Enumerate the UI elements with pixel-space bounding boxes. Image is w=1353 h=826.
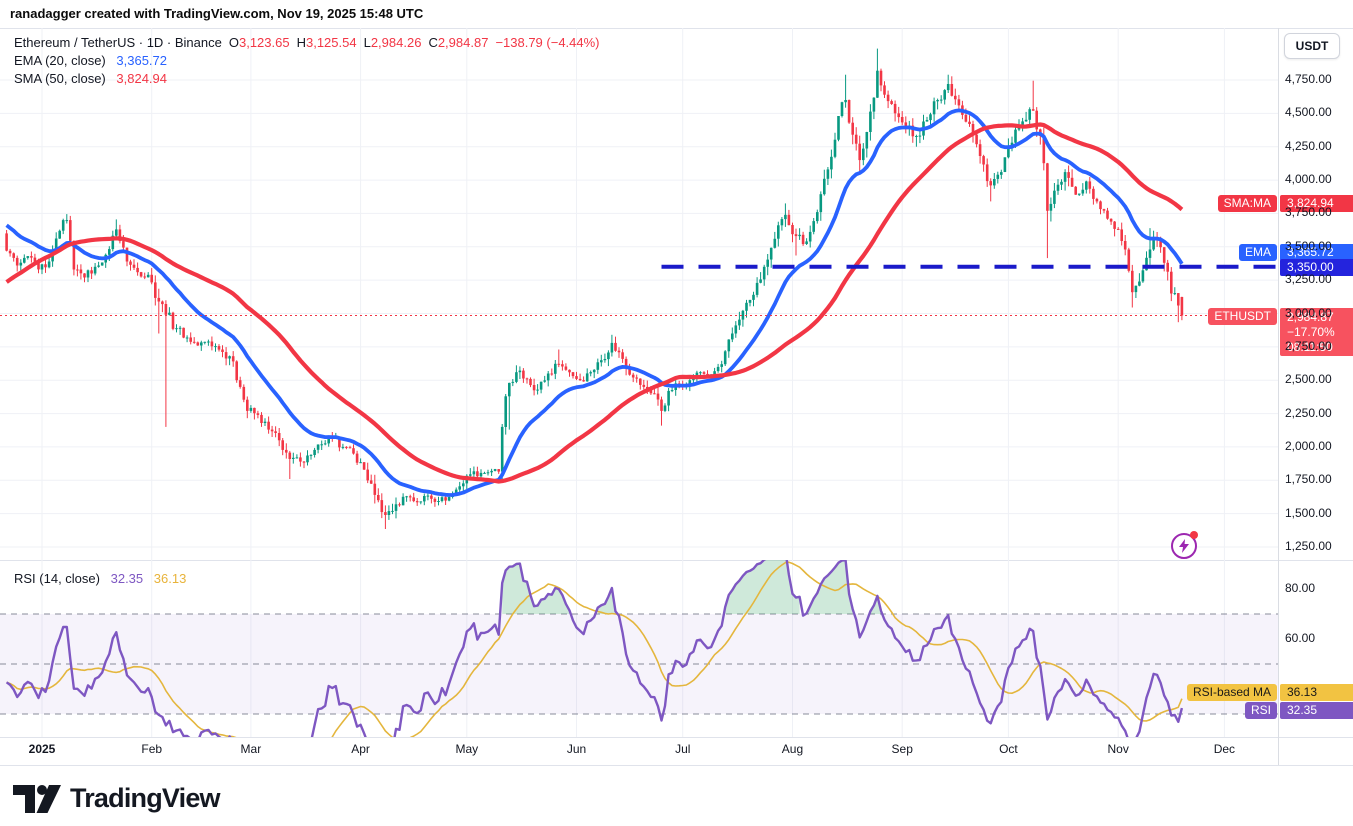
price-change-pct: −17.70% (1287, 325, 1335, 339)
sma-axis-label: SMA:MA (1217, 195, 1277, 212)
price-tick-label: 3,750.00 (1285, 205, 1332, 220)
time-axis-label: Oct (999, 742, 1018, 756)
price-tick-label: 4,000.00 (1285, 172, 1332, 187)
time-axis-label: Jun (566, 742, 587, 756)
symbol-legend-row[interactable]: Ethereum / TetherUS · 1D · Binance O3,123… (14, 34, 600, 51)
flash-events-icon[interactable] (1171, 533, 1197, 559)
ema-legend-label: EMA (20, close) (14, 53, 106, 68)
time-axis-label: Sep (891, 742, 913, 756)
last-price: 2,984.87 (1287, 310, 1334, 324)
tradingview-logo[interactable]: TradingView (13, 783, 221, 814)
price-tick-label: 1,500.00 (1285, 505, 1332, 520)
pane-divider-rsi[interactable] (0, 560, 1353, 561)
sma-legend-label: SMA (50, close) (14, 71, 106, 86)
rsi-line (5, 560, 1184, 737)
close-value: 2,984.87 (437, 35, 489, 50)
rsi-ma-axis-label: RSI-based MA (1186, 684, 1277, 701)
low-value: 2,984.26 (370, 35, 422, 50)
high-value: 3,125.54 (305, 35, 357, 50)
price-tick-label: 2,000.00 (1285, 438, 1332, 453)
time-axis-label: Mar (240, 742, 262, 756)
open-label: O (228, 35, 239, 50)
price-tick-label: 2,750.00 (1285, 338, 1332, 353)
time-axis-label: Feb (141, 742, 163, 756)
rsi-tick-label: 80.00 (1285, 581, 1316, 595)
ema-axis-value: 3,365.72 (1280, 244, 1353, 261)
price-tick-label: 1,750.00 (1285, 472, 1332, 487)
time-axis-label: Apr (351, 742, 370, 756)
time-axis-divider (0, 737, 1353, 738)
sma-axis-value: 3,824.94 (1280, 195, 1353, 212)
legend-overlay: Ethereum / TetherUS · 1D · Binance O3,123… (14, 34, 600, 88)
rsi-legend-value: 32.35 (110, 571, 144, 586)
price-tick-label: 3,250.00 (1285, 272, 1332, 287)
time-axis-label: Jul (675, 742, 691, 756)
up-candle-wicks (20, 48, 1176, 520)
price-tick-label: 2,250.00 (1285, 405, 1332, 420)
symbol-title: Ethereum / TetherUS · 1D · Binance (14, 35, 222, 50)
ema-legend-row[interactable]: EMA (20, close) 3,365.72 (14, 52, 600, 69)
rsi-ma-legend-value: 36.13 (153, 571, 187, 586)
tradingview-logo-icon (13, 784, 61, 813)
time-axis-label: Aug (781, 742, 804, 756)
rsi-ma-axis-value: 36.13 (1280, 684, 1353, 701)
price-tick-label: 4,250.00 (1285, 138, 1332, 153)
open-value: 3,123.65 (238, 35, 290, 50)
price-tick-label: 1,250.00 (1285, 539, 1332, 553)
up-candle-bodies (19, 70, 1177, 515)
rsi-tick-label: 60.00 (1285, 631, 1316, 645)
change-value: −138.79 (−4.44%) (495, 35, 600, 50)
notification-dot (1190, 531, 1198, 539)
pane-divider-top (0, 28, 1353, 29)
time-axis-label: Nov (1107, 742, 1129, 756)
rsi-legend-row[interactable]: RSI (14, close) 32.35 36.13 (14, 571, 186, 586)
time-axis-label: 2025 (28, 742, 56, 756)
down-candle-bodies (5, 70, 1184, 515)
sma-line (5, 122, 1184, 484)
support-level-axis-value: 3,350.00 (1280, 259, 1353, 276)
low-label: L (363, 35, 371, 50)
sma-legend-row[interactable]: SMA (50, close) 3,824.94 (14, 70, 600, 87)
high-label: H (296, 35, 306, 50)
rsi-axis-value: 32.35 (1280, 702, 1353, 719)
close-label: C (428, 35, 438, 50)
time-axis[interactable] (0, 737, 1278, 765)
rsi-axis-label: RSI (1244, 702, 1277, 719)
time-axis-label: Dec (1213, 742, 1236, 756)
time-axis-label: May (455, 742, 479, 756)
currency-toggle-button[interactable]: USDT (1284, 33, 1340, 59)
tradingview-logo-text: TradingView (70, 783, 221, 813)
rsi-ma-line (6, 561, 1183, 737)
symbol-axis-label: ETHUSDT (1208, 308, 1277, 325)
sma-legend-value: 3,824.94 (116, 71, 167, 86)
bottom-divider (0, 765, 1353, 766)
price-tick-label: 2,500.00 (1285, 372, 1332, 387)
price-axis-divider (1278, 28, 1279, 765)
price-tick-label: 4,500.00 (1285, 105, 1332, 120)
attribution-text: ranadagger created with TradingView.com,… (10, 6, 424, 21)
lightning-bolt-icon (1179, 539, 1189, 553)
ema-axis-label: EMA (1238, 244, 1277, 261)
rsi-overbought-fill (502, 560, 881, 614)
price-tick-label: 3,000.00 (1285, 305, 1332, 320)
ema-legend-value: 3,365.72 (116, 53, 167, 68)
price-tick-label: 4,750.00 (1285, 72, 1332, 86)
rsi-pane-plot[interactable] (0, 560, 1278, 737)
price-pane-plot[interactable] (0, 28, 1278, 560)
symbol-axis-value: 2,984.87 −17.70% 08:11:50 (1280, 308, 1353, 356)
price-tick-label: 3,500.00 (1285, 238, 1332, 253)
rsi-legend-label: RSI (14, close) (14, 571, 100, 586)
bar-countdown: 08:11:50 (1287, 340, 1333, 354)
